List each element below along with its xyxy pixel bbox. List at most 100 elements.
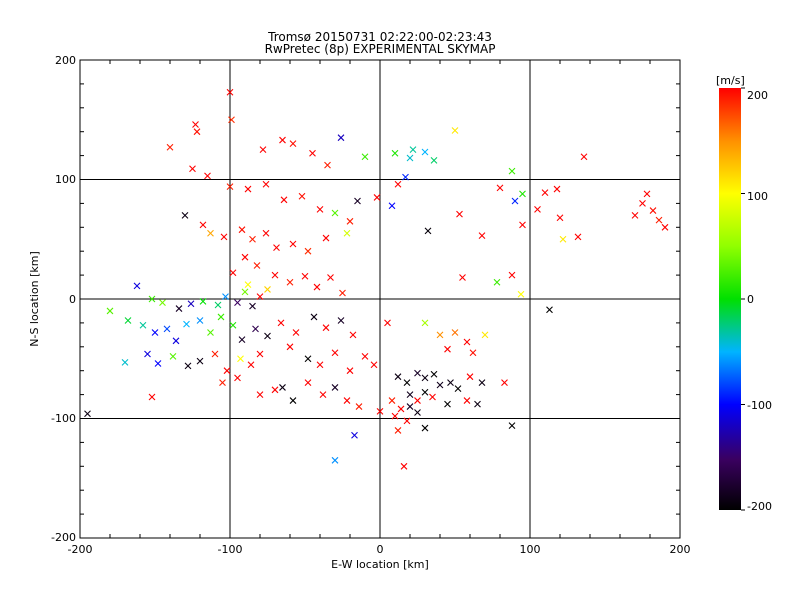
data-point-cross bbox=[279, 384, 286, 391]
data-point-cross bbox=[222, 293, 229, 300]
data-point-cross bbox=[292, 329, 300, 336]
data-point-cross bbox=[244, 185, 252, 193]
data-point-cross bbox=[163, 325, 171, 333]
x-tick-label: 100 bbox=[520, 543, 541, 556]
data-point-cross bbox=[394, 373, 402, 381]
data-point-cross bbox=[196, 357, 204, 365]
data-point-cross bbox=[286, 343, 294, 351]
data-point-cross bbox=[541, 189, 549, 197]
data-point-cross bbox=[508, 167, 516, 175]
colorbar-tick-label: -100 bbox=[747, 399, 772, 412]
data-point-cross bbox=[226, 88, 234, 96]
data-point-cross bbox=[133, 282, 141, 290]
y-axis-label: N-S location [km] bbox=[28, 251, 41, 347]
data-point-cross bbox=[301, 272, 309, 280]
data-point-cross bbox=[247, 361, 255, 369]
data-point-cross bbox=[196, 317, 204, 324]
chart-title: Tromsø 20150731 02:22:00-02:23:43 bbox=[267, 30, 492, 44]
data-point-cross bbox=[394, 180, 402, 188]
data-point-cross bbox=[376, 407, 384, 415]
data-point-cross bbox=[406, 391, 414, 398]
data-point-cross bbox=[327, 274, 334, 281]
data-point-cross bbox=[496, 184, 504, 192]
data-point-cross bbox=[241, 253, 249, 261]
data-point-cross bbox=[249, 302, 256, 310]
data-point-cross bbox=[166, 143, 174, 151]
data-point-cross bbox=[351, 431, 358, 439]
data-point-cross bbox=[421, 388, 429, 396]
data-point-cross bbox=[217, 313, 225, 321]
data-point-cross bbox=[436, 331, 444, 339]
data-point-cross bbox=[403, 417, 411, 425]
data-point-cross bbox=[238, 226, 246, 234]
data-point-cross bbox=[277, 319, 285, 327]
data-point-cross bbox=[256, 350, 264, 358]
data-point-cross bbox=[444, 345, 451, 353]
data-point-cross bbox=[237, 355, 244, 363]
data-point-cross bbox=[289, 397, 297, 404]
data-point-cross bbox=[430, 370, 438, 378]
data-point-cross bbox=[280, 196, 288, 204]
data-point-cross bbox=[451, 329, 459, 336]
data-point-cross bbox=[451, 127, 459, 134]
data-point-cross bbox=[436, 381, 444, 389]
data-point-cross bbox=[406, 154, 414, 162]
data-point-cross bbox=[474, 400, 481, 408]
data-point-cross bbox=[223, 367, 231, 375]
data-point-cross bbox=[220, 233, 228, 241]
data-point-cross bbox=[339, 289, 346, 297]
data-point-cross bbox=[459, 274, 466, 281]
data-point-cross bbox=[84, 410, 91, 418]
data-point-cross bbox=[193, 128, 201, 136]
data-point-cross bbox=[402, 173, 409, 181]
data-point-cross bbox=[346, 367, 354, 375]
data-point-cross bbox=[661, 223, 669, 231]
data-point-cross bbox=[421, 374, 429, 382]
data-point-cross bbox=[553, 185, 561, 193]
data-point-cross bbox=[394, 427, 402, 434]
data-point-cross bbox=[148, 295, 156, 303]
data-point-cross bbox=[324, 161, 331, 169]
data-point-cross bbox=[319, 391, 327, 398]
data-point-cross bbox=[519, 221, 526, 229]
data-point-cross bbox=[313, 283, 321, 291]
data-point-cross bbox=[298, 192, 306, 200]
y-tick-label: -100 bbox=[51, 412, 76, 425]
data-point-cross bbox=[511, 197, 519, 205]
data-point-cross bbox=[310, 313, 318, 321]
data-point-cross bbox=[219, 379, 226, 387]
data-point-cross bbox=[469, 349, 477, 357]
data-point-cross bbox=[148, 393, 156, 401]
data-point-cross bbox=[256, 293, 264, 300]
data-point-cross bbox=[207, 329, 214, 336]
data-point-cross bbox=[546, 306, 553, 314]
x-tick-label: 200 bbox=[670, 543, 691, 556]
data-point-cross bbox=[289, 240, 297, 248]
data-point-cross bbox=[139, 321, 147, 329]
data-point-cross bbox=[349, 331, 357, 339]
data-point-cross bbox=[414, 409, 421, 416]
data-point-cross bbox=[154, 360, 162, 367]
data-point-cross bbox=[337, 134, 345, 142]
data-point-cross bbox=[234, 299, 241, 306]
colorbar-ticks bbox=[741, 87, 745, 511]
data-point-cross bbox=[519, 190, 526, 198]
data-point-cross bbox=[264, 332, 271, 340]
data-point-cross bbox=[304, 247, 312, 255]
data-point-cross bbox=[256, 391, 264, 398]
colorbar-tick-label: 100 bbox=[747, 190, 768, 203]
data-point-cross bbox=[373, 194, 381, 201]
data-point-cross bbox=[556, 214, 564, 222]
data-point-cross bbox=[370, 361, 378, 369]
data-point-cross bbox=[229, 269, 237, 277]
data-point-cross bbox=[304, 379, 312, 387]
data-point-cross bbox=[238, 336, 246, 344]
data-point-cross bbox=[169, 352, 177, 360]
data-point-cross bbox=[331, 209, 339, 217]
data-point-cross bbox=[192, 121, 199, 128]
data-point-cross bbox=[244, 281, 252, 289]
data-point-cross bbox=[466, 373, 474, 381]
data-point-cross bbox=[391, 149, 399, 157]
data-point-cross bbox=[187, 300, 195, 308]
